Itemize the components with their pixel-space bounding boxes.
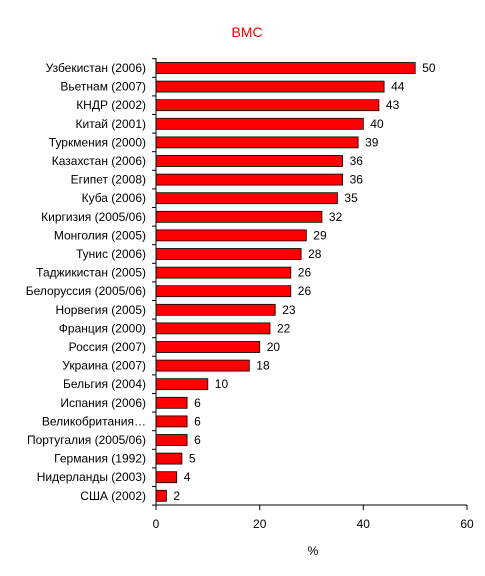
- bar: [155, 452, 183, 465]
- bar: [155, 266, 292, 279]
- bar: [155, 396, 188, 409]
- category-label: Португалия (2005/06): [27, 433, 146, 447]
- value-label: 50: [422, 61, 436, 75]
- value-label: 26: [298, 284, 312, 298]
- category-label: Белоруссия (2005/06): [26, 284, 146, 298]
- category-labels-group: Узбекистан (2006) Вьетнам (2007) КНДР (200…: [26, 61, 146, 503]
- value-label: 5: [189, 452, 196, 466]
- x-tick-label: 0: [153, 517, 160, 531]
- value-label: 6: [194, 396, 201, 410]
- category-label: Испания (2006): [60, 396, 146, 410]
- bar: [155, 173, 344, 186]
- chart-title: ВМС: [231, 24, 262, 40]
- value-label: 20: [267, 340, 281, 354]
- category-label: Украина (2007): [62, 359, 146, 373]
- category-label: Монголия (2005): [54, 228, 146, 242]
- category-label: Египет (2008): [71, 173, 146, 187]
- value-label: 10: [215, 377, 229, 391]
- value-label: 23: [282, 303, 296, 317]
- axes-group: 0 20 40 60: [152, 58, 474, 531]
- value-label: 26: [298, 266, 312, 280]
- category-label: Норвегия (2005): [55, 303, 146, 317]
- bar: [155, 471, 178, 484]
- value-label: 6: [194, 414, 201, 428]
- bar: [155, 136, 359, 149]
- bar: [155, 359, 250, 372]
- x-axis-label: %: [308, 544, 319, 558]
- bar: [155, 322, 271, 335]
- bar: [155, 415, 188, 428]
- category-label: Киргизия (2005/06): [41, 210, 146, 224]
- value-label: 4: [184, 470, 191, 484]
- bar: [155, 378, 209, 391]
- x-tick-label: 20: [253, 517, 267, 531]
- value-label: 43: [386, 98, 400, 112]
- x-tick-label: 40: [357, 517, 371, 531]
- bar: [155, 155, 344, 167]
- bars-group: [155, 62, 416, 502]
- value-label: 39: [365, 135, 379, 149]
- bar: [155, 62, 416, 74]
- bar: [155, 285, 292, 298]
- category-label: Куба (2006): [82, 191, 146, 205]
- category-label: Вьетнам (2007): [60, 80, 146, 94]
- x-tick-label: 60: [460, 517, 474, 531]
- category-label: Бельгия (2004): [63, 377, 146, 391]
- bar: [155, 210, 323, 223]
- category-label: Россия (2007): [69, 340, 146, 354]
- value-label: 44: [391, 80, 405, 94]
- value-label: 40: [370, 117, 384, 131]
- bar: [155, 80, 385, 93]
- bar: [155, 303, 276, 316]
- value-label: 29: [313, 228, 327, 242]
- category-label: Китай (2001): [76, 117, 146, 131]
- category-label: Нидерланды (2003): [37, 470, 146, 484]
- category-label: Франция (2000): [59, 321, 146, 335]
- bar: [155, 489, 167, 502]
- value-label: 36: [350, 154, 364, 168]
- category-label: Казахстан (2006): [52, 154, 146, 168]
- bar: [155, 434, 188, 446]
- value-label: 28: [308, 247, 322, 261]
- bar: [155, 117, 364, 130]
- value-label: 2: [173, 489, 180, 503]
- value-label: 22: [277, 321, 291, 335]
- category-label: Таджикистан (2005): [36, 266, 146, 280]
- bar: [155, 192, 338, 205]
- category-label: Узбекистан (2006): [46, 61, 146, 75]
- category-label: США (2002): [80, 489, 146, 503]
- bar: [155, 229, 307, 242]
- category-label: Великобритания…: [42, 414, 146, 428]
- bar: [155, 99, 380, 112]
- bar: [155, 341, 261, 353]
- category-label: Германия (1992): [54, 452, 146, 466]
- category-label: КНДР (2002): [76, 98, 146, 112]
- category-label: Тунис (2006): [76, 247, 146, 261]
- value-label: 32: [329, 210, 343, 224]
- value-label: 6: [194, 433, 201, 447]
- bar: [155, 248, 302, 260]
- value-labels-group: 5044434039363635322928262623222018106665…: [173, 61, 435, 503]
- value-label: 36: [350, 173, 364, 187]
- value-label: 18: [256, 359, 270, 373]
- category-label: Туркмения (2000): [49, 135, 146, 149]
- value-label: 35: [344, 191, 358, 205]
